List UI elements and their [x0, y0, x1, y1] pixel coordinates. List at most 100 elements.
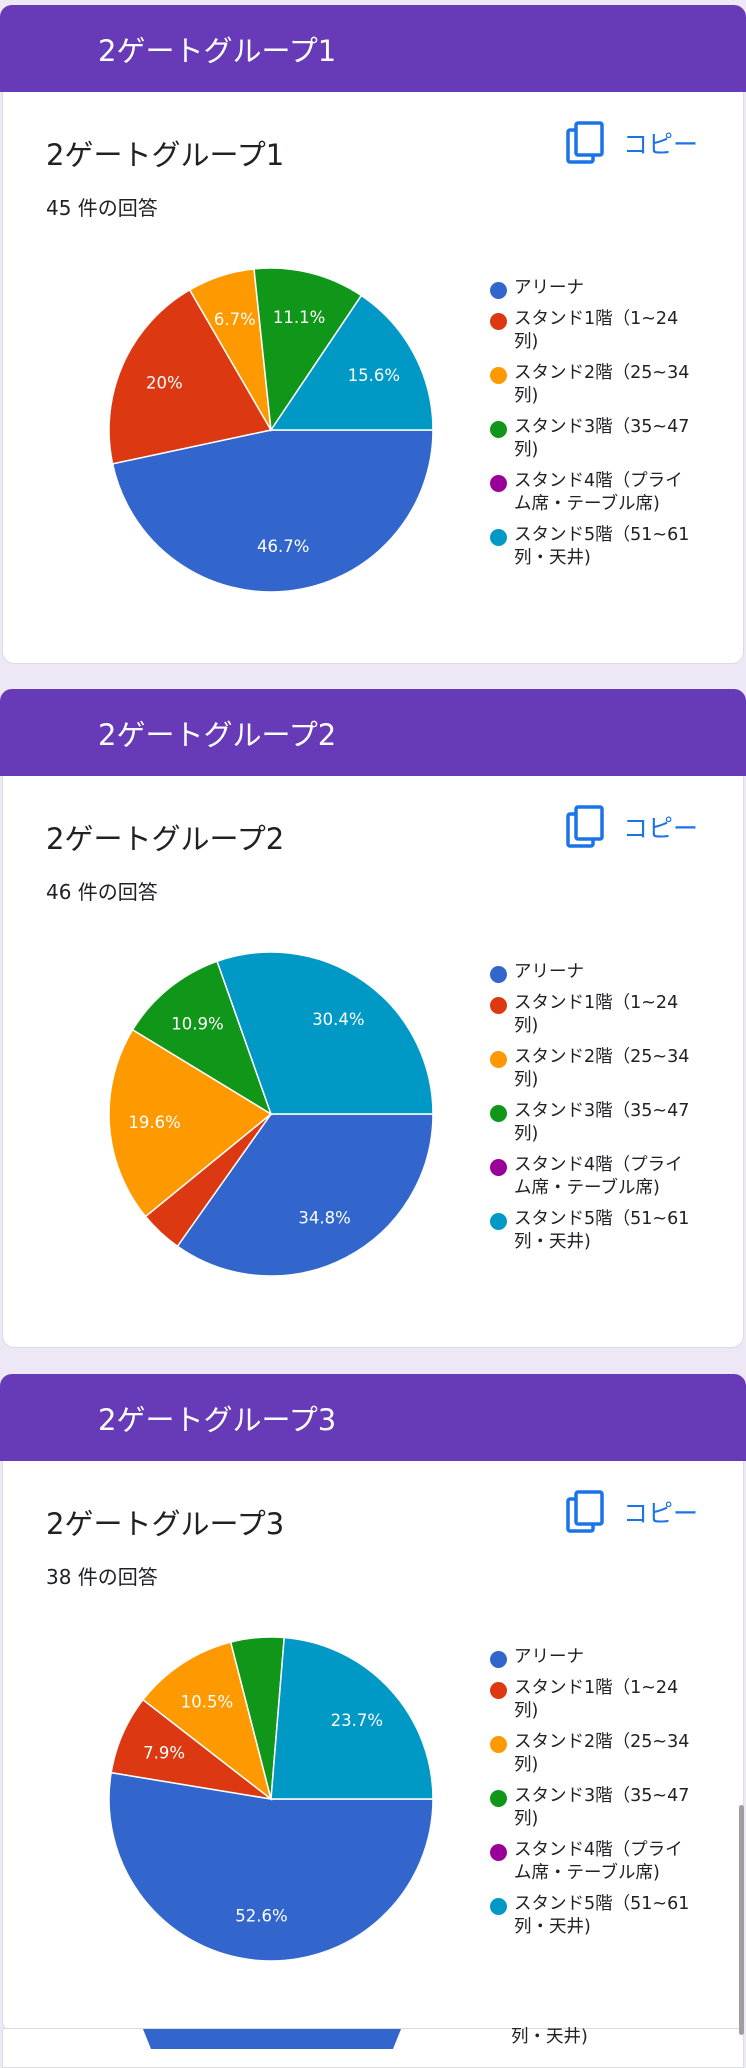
scrollbar[interactable]: [739, 1805, 744, 2035]
section-title: 2ゲートグループ2: [98, 718, 337, 752]
pie-chart: 46.7% 20% 6.7% 11.1% 15.6%: [108, 267, 434, 593]
section-title: 2ゲートグループ3: [98, 1403, 337, 1437]
copy-icon-front: [574, 805, 604, 841]
legend-label: アリーナ: [514, 962, 584, 982]
legend-item: アリーナ: [487, 277, 737, 300]
copy-chart-button[interactable]: コピー: [565, 804, 715, 850]
legend-swatch: [490, 1159, 507, 1176]
copy-chart-button[interactable]: コピー: [565, 120, 715, 166]
legend-label: アリーナ: [514, 1647, 584, 1667]
legend-swatch: [490, 1790, 507, 1807]
legend-label: スタンド3階（35~47 列): [514, 1101, 690, 1144]
legend-item: スタンド3階（35~47 列): [487, 416, 737, 462]
legend-label: スタンド2階（25~34 列): [514, 1047, 690, 1090]
response-count: 46 件の回答: [46, 880, 158, 904]
slice-percent-label: 15.6%: [348, 366, 400, 385]
slice-percent-label: 46.7%: [257, 537, 309, 556]
legend-label: スタンド5階（51~61 列・天井): [514, 525, 690, 568]
legend-swatch: [490, 966, 507, 983]
slice-percent-label: 6.7%: [214, 310, 256, 329]
slice-percent-label: 34.8%: [298, 1209, 350, 1228]
response-count: 45 件の回答: [46, 196, 158, 220]
pie-chart: 34.8% 19.6% 10.9% 30.4%: [108, 951, 434, 1277]
legend-label: スタンド3階（35~47 列): [514, 417, 690, 460]
legend-item: スタンド1階（1~24 列): [487, 308, 737, 354]
legend-swatch: [490, 1213, 507, 1230]
legend-label: スタンド4階（プライ ム席・テーブル席): [514, 1840, 683, 1883]
legend-item: スタンド3階（35~47 列): [487, 1100, 737, 1146]
pie-chart: 52.6% 7.9% 10.5% 23.7%: [108, 1636, 434, 1962]
legend-item: スタンド4階（プライ ム席・テーブル席): [487, 1154, 737, 1200]
chart-legend: アリーナスタンド1階（1~24 列) スタンド2階（25~34 列) スタンド3階（…: [487, 1646, 737, 1947]
legend-item: スタンド5階（51~61 列・天井): [487, 524, 737, 570]
legend-label: スタンド2階（25~34 列): [514, 1732, 690, 1775]
legend-label: スタンド1階（1~24 列): [514, 993, 679, 1036]
question-title: 2ゲートグループ2: [46, 822, 285, 856]
legend-swatch: [490, 1051, 507, 1068]
slice-percent-label: 52.6%: [235, 1906, 287, 1925]
legend-swatch: [490, 1651, 507, 1668]
copy-icon-front: [574, 121, 604, 157]
legend-label: スタンド3階（35~47 列): [514, 1786, 690, 1829]
legend-item: スタンド2階（25~34 列): [487, 362, 737, 408]
legend-swatch: [490, 997, 507, 1014]
section-header: 2ゲートグループ3: [0, 1374, 746, 1461]
pie-slice: [270, 1636, 434, 1800]
slice-percent-label: 19.6%: [128, 1113, 180, 1132]
legend-item: スタンド2階（25~34 列): [487, 1731, 737, 1777]
legend-item: スタンド1階（1~24 列): [487, 992, 737, 1038]
question-card: 2ゲートグループ1 45 件の回答 コピー 46.7% 20% 6.7% 11.1% 15.6…: [2, 92, 744, 664]
section-header: 2ゲートグループ1: [0, 5, 746, 92]
section-header: 2ゲートグループ2: [0, 689, 746, 776]
legend-swatch: [490, 282, 507, 299]
legend-swatch: [490, 421, 507, 438]
legend-item: スタンド5階（51~61 列・天井): [487, 1208, 737, 1254]
pie-slice: [253, 267, 363, 433]
question-title: 2ゲートグループ1: [46, 138, 285, 172]
pie-slice: [269, 294, 434, 431]
copy-label[interactable]: コピー: [623, 814, 699, 843]
copy-label[interactable]: コピー: [623, 1499, 699, 1528]
copy-icon[interactable]: [565, 121, 605, 165]
copy-icon[interactable]: [565, 805, 605, 849]
legend-item: スタンド1階（1~24 列): [487, 1677, 737, 1723]
pie-slice: [108, 1771, 434, 1962]
legend-label: スタンド5階（51~61 列・天井): [514, 1209, 690, 1252]
pie-slice: [141, 1641, 273, 1801]
legend-swatch: [490, 475, 507, 492]
slice-percent-label: 20%: [146, 374, 183, 393]
legend-swatch: [490, 1736, 507, 1753]
copy-label[interactable]: コピー: [623, 130, 699, 159]
copy-icon[interactable]: [565, 1490, 605, 1534]
slice-percent-label: 10.9%: [171, 1014, 223, 1033]
legend-label: スタンド1階（1~24 列): [514, 1678, 679, 1721]
slice-percent-label: 23.7%: [331, 1711, 383, 1730]
legend-label: スタンド2階（25~34 列): [514, 363, 690, 406]
slice-percent-label: 11.1%: [273, 308, 325, 327]
pie-slice: [131, 960, 273, 1116]
legend-item: アリーナ: [487, 1646, 737, 1669]
question-title: 2ゲートグループ3: [46, 1507, 285, 1541]
legend-swatch: [490, 529, 507, 546]
copy-chart-button[interactable]: コピー: [565, 1489, 715, 1535]
legend-label: スタンド4階（プライ ム席・テーブル席): [514, 1155, 683, 1198]
slice-percent-label: 7.9%: [143, 1743, 185, 1762]
legend-partial-text: 列・天井): [511, 2027, 588, 2047]
legend-label: スタンド5階（51~61 列・天井): [514, 1894, 690, 1937]
slice-percent-label: 30.4%: [312, 1010, 364, 1029]
legend-swatch: [490, 1898, 507, 1915]
legend-label: スタンド1階（1~24 列): [514, 309, 679, 352]
legend-label: スタンド4階（プライ ム席・テーブル席): [514, 471, 683, 514]
pie-slice: [216, 951, 434, 1115]
legend-swatch: [490, 1682, 507, 1699]
slice-percent-label: 10.5%: [181, 1693, 233, 1712]
legend-item: スタンド4階（プライ ム席・テーブル席): [487, 1839, 737, 1885]
legend-item: スタンド5階（51~61 列・天井): [487, 1893, 737, 1939]
question-card: 2ゲートグループ2 46 件の回答 コピー 34.8% 19.6% 10.9% 30.4% ア…: [2, 776, 744, 1348]
chart-legend: アリーナスタンド1階（1~24 列) スタンド2階（25~34 列) スタンド3階（…: [487, 277, 737, 578]
legend-swatch: [490, 367, 507, 384]
pie-slice: [111, 429, 434, 593]
legend-swatch: [490, 313, 507, 330]
legend-swatch: [490, 1844, 507, 1861]
legend-item: スタンド4階（プライ ム席・テーブル席): [487, 470, 737, 516]
